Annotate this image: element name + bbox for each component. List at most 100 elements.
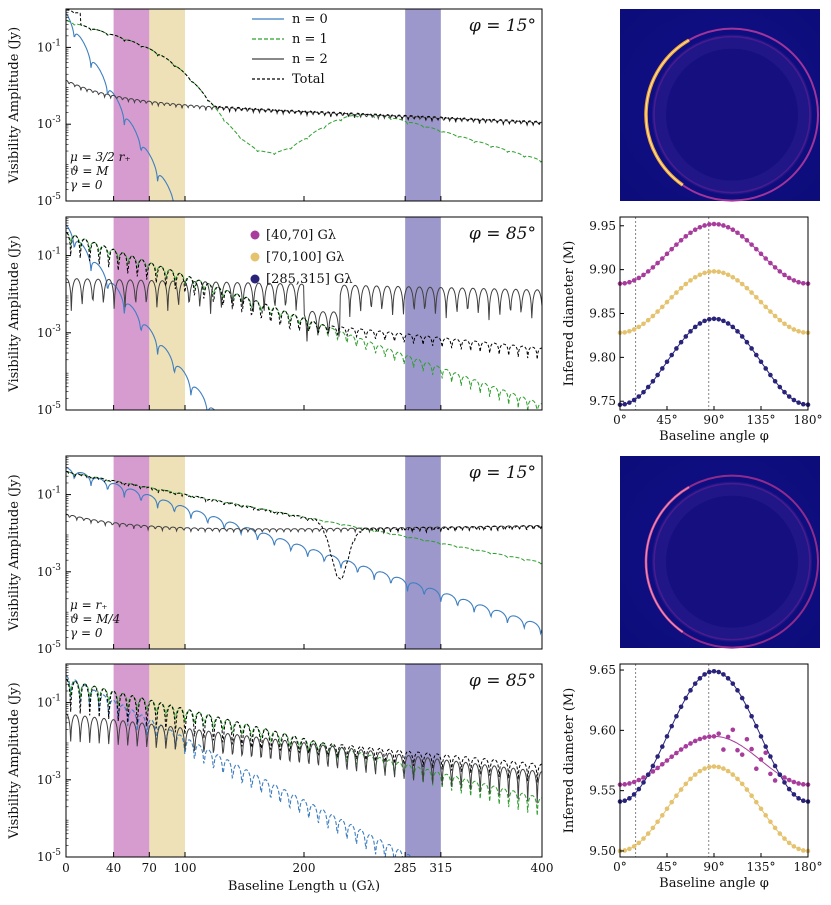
n1-curve: [66, 471, 542, 565]
band-2: [149, 664, 185, 857]
band-1: [113, 456, 150, 649]
data-point: [669, 246, 674, 252]
data-point: [725, 676, 731, 681]
data-point: [702, 270, 707, 276]
data-point: [791, 397, 797, 403]
band-1: [113, 664, 150, 857]
total-curve: [66, 471, 542, 581]
data-point: [688, 688, 693, 693]
data-point: [782, 272, 787, 278]
data-point: [622, 782, 627, 787]
phi-label: φ = 85°: [469, 671, 536, 691]
data-point: [744, 285, 750, 291]
data-point: [754, 352, 759, 358]
data-point: [678, 285, 684, 291]
data-point: [688, 776, 693, 782]
data-point: [768, 754, 773, 759]
data-point: [655, 260, 660, 266]
x-axis-label: Baseline Length u (Gλ): [228, 879, 380, 894]
data-point: [749, 290, 754, 295]
y-axis-label: Visibility Amplitude (Jy): [7, 682, 22, 839]
data-point: [641, 272, 646, 278]
data-point: [627, 846, 632, 852]
data-point: [683, 334, 689, 339]
data-point: [627, 279, 632, 285]
data-point: [645, 317, 651, 323]
data-point: [777, 269, 783, 274]
data-point: [702, 672, 707, 677]
data-point: [796, 846, 801, 852]
y-tick-label: 10-1: [37, 694, 61, 710]
data-point: [631, 792, 637, 797]
data-point: [641, 389, 646, 395]
param-label: ϑ = M/4: [70, 612, 120, 626]
x-tick-label: 180°: [794, 413, 823, 427]
data-point: [763, 366, 768, 371]
data-point: [735, 747, 740, 753]
data-point: [772, 313, 778, 319]
data-point: [721, 270, 726, 276]
data-point: [664, 734, 670, 739]
total-curve: [66, 679, 542, 783]
data-point: [782, 836, 787, 841]
data-point: [697, 736, 703, 742]
panel-d: 10-5 10-3 10-1 Visibility Amplitude (Jy) φ =…: [7, 455, 543, 656]
band-2: [149, 9, 185, 201]
data-point: [721, 672, 726, 677]
data-point: [707, 734, 712, 739]
data-point: [645, 384, 651, 390]
data-point: [664, 758, 670, 763]
x-tick-label: 180°: [794, 860, 823, 874]
data-point: [636, 777, 642, 783]
legend-label: n = 1: [292, 32, 328, 47]
data-point: [674, 713, 679, 719]
data-point: [786, 786, 792, 792]
data-point: [711, 734, 717, 739]
data-point: [725, 272, 731, 278]
legend-marker: [250, 252, 260, 262]
data-point: [772, 265, 778, 270]
data-point: [782, 389, 787, 395]
data-point: [655, 765, 660, 771]
data-point: [801, 782, 806, 787]
data-point: [645, 772, 651, 777]
data-point: [636, 840, 642, 846]
data-point: [730, 274, 736, 280]
data-point: [622, 330, 627, 335]
data-point: [627, 400, 632, 405]
data-point: [725, 321, 731, 326]
x-tick-label: 45°: [656, 860, 677, 874]
data-point: [627, 781, 632, 786]
n2-curve: [66, 79, 542, 127]
x-tick-label: 135°: [747, 860, 776, 874]
data-point: [636, 275, 642, 281]
data-point: [683, 695, 689, 701]
data-point: [711, 316, 717, 322]
data-point: [801, 798, 806, 804]
data-point: [678, 339, 684, 345]
x-tick-label: 90°: [703, 413, 724, 427]
band-3: [405, 456, 441, 649]
data-point: [739, 281, 745, 287]
legend-label: [70,100] Gλ: [266, 250, 344, 265]
data-point: [772, 778, 778, 783]
data-point: [754, 766, 759, 771]
data-point: [739, 334, 745, 339]
data-point: [688, 741, 693, 746]
data-point: [791, 779, 797, 785]
data-point: [631, 278, 637, 283]
band-1: [113, 9, 150, 201]
data-point: [763, 744, 768, 749]
y-tick-label: 9.65: [589, 663, 616, 677]
data-point: [763, 304, 768, 310]
x-tick-label: 100: [174, 861, 197, 875]
data-point: [796, 328, 801, 334]
n0-curve: [66, 675, 412, 857]
data-point: [683, 234, 689, 239]
x-tick-label: 200: [293, 861, 316, 875]
data-point: [744, 339, 750, 345]
data-point: [678, 238, 684, 243]
data-point: [641, 836, 646, 841]
data-point: [749, 793, 754, 799]
